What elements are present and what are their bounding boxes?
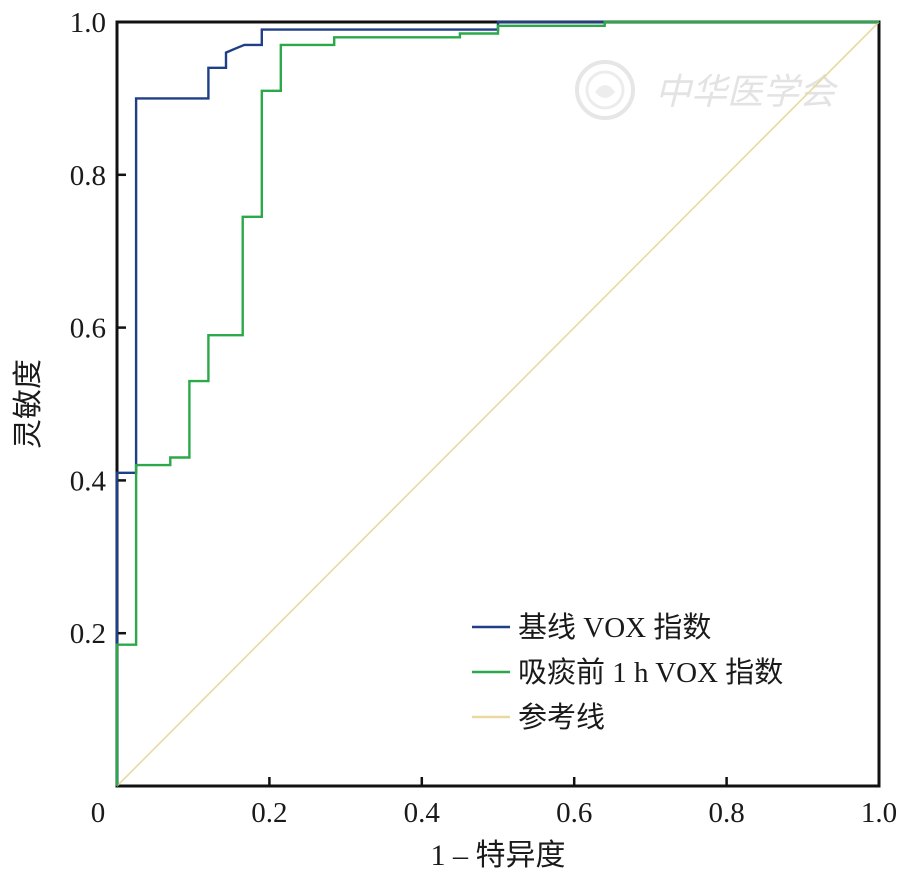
x-tick-label: 0 bbox=[91, 797, 106, 829]
watermark-text: 中华医学会 bbox=[655, 72, 839, 112]
x-tick-label: 0.4 bbox=[404, 797, 441, 829]
watermark: 中华医学会 bbox=[575, 60, 839, 120]
y-tick-label: 0.6 bbox=[70, 313, 106, 345]
legend-label-1: 吸痰前 1 h VOX 指数 bbox=[518, 656, 783, 689]
y-tick-label: 0.2 bbox=[70, 618, 106, 650]
series-line-2 bbox=[116, 21, 880, 787]
y-tick-label: 1.0 bbox=[70, 7, 106, 39]
x-tick-label: 0.2 bbox=[251, 797, 287, 829]
y-axis-title: 灵敏度 bbox=[12, 359, 45, 449]
x-axis-title: 1 – 特异度 bbox=[431, 839, 566, 872]
y-tick-label: 0.8 bbox=[70, 160, 106, 192]
legend-label-0: 基线 VOX 指数 bbox=[518, 611, 711, 644]
x-tick-label: 0.8 bbox=[708, 797, 744, 829]
y-tick-label: 0.4 bbox=[70, 465, 107, 497]
x-axis: 0 0.2 0.4 0.6 0.8 1.0 bbox=[91, 777, 897, 829]
society-seal-icon bbox=[575, 60, 635, 120]
series-layer bbox=[115, 20, 880, 787]
y-axis: 0.2 0.4 0.6 0.8 1.0 bbox=[70, 7, 126, 650]
series-line-1 bbox=[115, 20, 879, 786]
x-tick-label: 1.0 bbox=[861, 797, 897, 829]
series-line-0 bbox=[115, 20, 605, 786]
x-tick-label: 0.6 bbox=[556, 797, 592, 829]
legend-label-2: 参考线 bbox=[518, 701, 605, 734]
